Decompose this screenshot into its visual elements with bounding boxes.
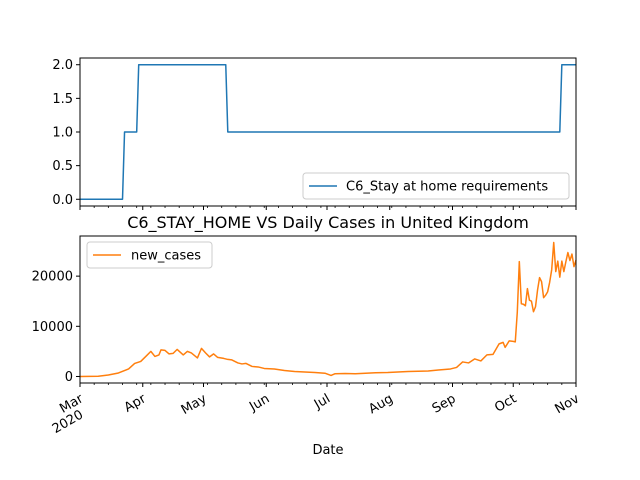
x-tick-label: Nov (553, 391, 583, 417)
x-axis-label: Date (312, 443, 343, 458)
bottom-series-lines (79, 241, 577, 378)
y-tick-label: 0.5 (52, 159, 73, 174)
x-tick-label: Aug (366, 391, 395, 417)
x-tick-label: Jun (246, 391, 272, 415)
x-tick-label: Oct (492, 391, 519, 415)
y-tick-label: 0 (65, 370, 73, 385)
top-x-axis (79, 206, 577, 210)
bottom-panel: C6_STAY_HOME VS Daily Cases in United Ki… (32, 213, 583, 458)
top-panel: 0.0 0.5 1.0 1.5 2.0 C6_Stay at home requirem… (52, 57, 577, 210)
bottom-y-axis: 0 10000 20000 (32, 270, 80, 385)
bottom-plot-frame (79, 235, 577, 384)
top-legend: C6_Stay at home requirements (302, 172, 570, 200)
stay-home-line (80, 63, 576, 201)
y-tick-label: 1.0 (52, 126, 73, 141)
new-cases-line (79, 241, 577, 378)
y-tick-label: 1.5 (52, 92, 73, 107)
x-tick-label: May (179, 391, 210, 418)
bottom-legend-box (86, 241, 213, 269)
y-tick-label: 0.0 (52, 193, 73, 208)
y-tick-label: 10000 (32, 320, 73, 335)
y-tick-label: 20000 (32, 270, 73, 285)
x-tick-label: Sep (430, 391, 459, 416)
chart-title: C6_STAY_HOME VS Daily Cases in United Ki… (127, 213, 529, 233)
bottom-legend: new_cases (86, 241, 213, 269)
x-tick-label: Jul (311, 391, 333, 412)
top-series-lines (80, 63, 576, 201)
x-tick-label: Apr (122, 391, 150, 416)
top-legend-label: C6_Stay at home requirements (346, 180, 548, 195)
bottom-legend-label: new_cases (131, 249, 201, 264)
top-y-axis: 0.0 0.5 1.0 1.5 2.0 (52, 58, 80, 208)
top-legend-box (302, 172, 570, 200)
y-tick-label: 2.0 (52, 58, 73, 73)
top-plot-frame (79, 57, 577, 207)
